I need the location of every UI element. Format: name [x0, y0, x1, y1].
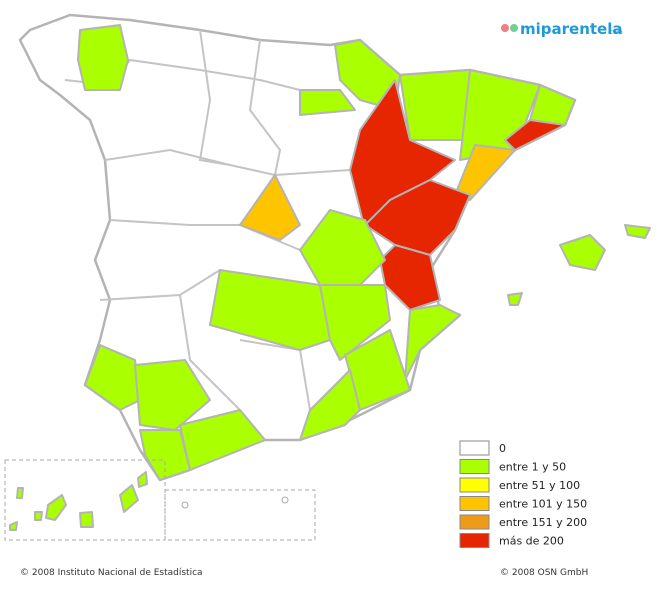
region: [84, 344, 141, 411]
region: [77, 24, 129, 91]
province-border: [248, 39, 282, 176]
island: [16, 487, 24, 499]
canary-islands: [9, 471, 148, 531]
logo-suffix: .com: [608, 29, 623, 36]
region: [139, 429, 191, 481]
canary-box: [4, 459, 166, 541]
ceuta: [181, 501, 189, 509]
island: [559, 234, 606, 271]
region: [319, 284, 391, 361]
legend-label: más de 200: [499, 535, 564, 548]
region: [454, 144, 516, 201]
region: [299, 89, 356, 116]
region: [459, 69, 541, 161]
island: [79, 511, 94, 528]
legend-label: entre 51 y 100: [499, 479, 580, 492]
logo-icon: [510, 24, 518, 32]
logo: miparentela .com: [501, 20, 623, 38]
legend-label: 0: [499, 442, 506, 455]
legend-swatch: [459, 514, 490, 530]
balearic-islands: [507, 224, 651, 306]
island: [9, 521, 18, 531]
island: [624, 224, 651, 239]
legend-label: entre 1 y 50: [499, 461, 566, 474]
region: [134, 359, 211, 431]
legend-label: entre 101 y 150: [499, 498, 587, 511]
logo-icon: [501, 24, 509, 32]
island: [45, 494, 67, 521]
region: [179, 409, 266, 471]
footer-left: © 2008 Instituto Nacional de Estadística: [20, 568, 203, 578]
legend-swatch: [459, 459, 490, 474]
legend-swatch: [459, 533, 490, 548]
region: [209, 269, 331, 351]
legend: 0 entre 1 y 50 entre 51 y 100 entre 101 y 1…: [459, 440, 587, 548]
province-border: [198, 29, 231, 166]
ceuta-melilla-box: [164, 489, 316, 541]
island: [137, 471, 148, 488]
legend-swatch: [459, 496, 490, 511]
region: [239, 174, 301, 241]
legend-swatch: [459, 477, 490, 493]
logo-text: miparentela: [520, 20, 623, 38]
island: [34, 511, 43, 521]
region: [299, 369, 361, 441]
island: [507, 292, 523, 306]
island: [119, 484, 139, 513]
mainland: [18, 13, 577, 482]
region: [404, 304, 461, 381]
region: [399, 69, 471, 141]
legend-label: entre 151 y 200: [499, 516, 587, 529]
province-border: [109, 219, 301, 251]
footer-right: © 2008 OSN GmbH: [500, 568, 588, 578]
melilla: [281, 496, 289, 504]
legend-swatch: [459, 440, 490, 456]
